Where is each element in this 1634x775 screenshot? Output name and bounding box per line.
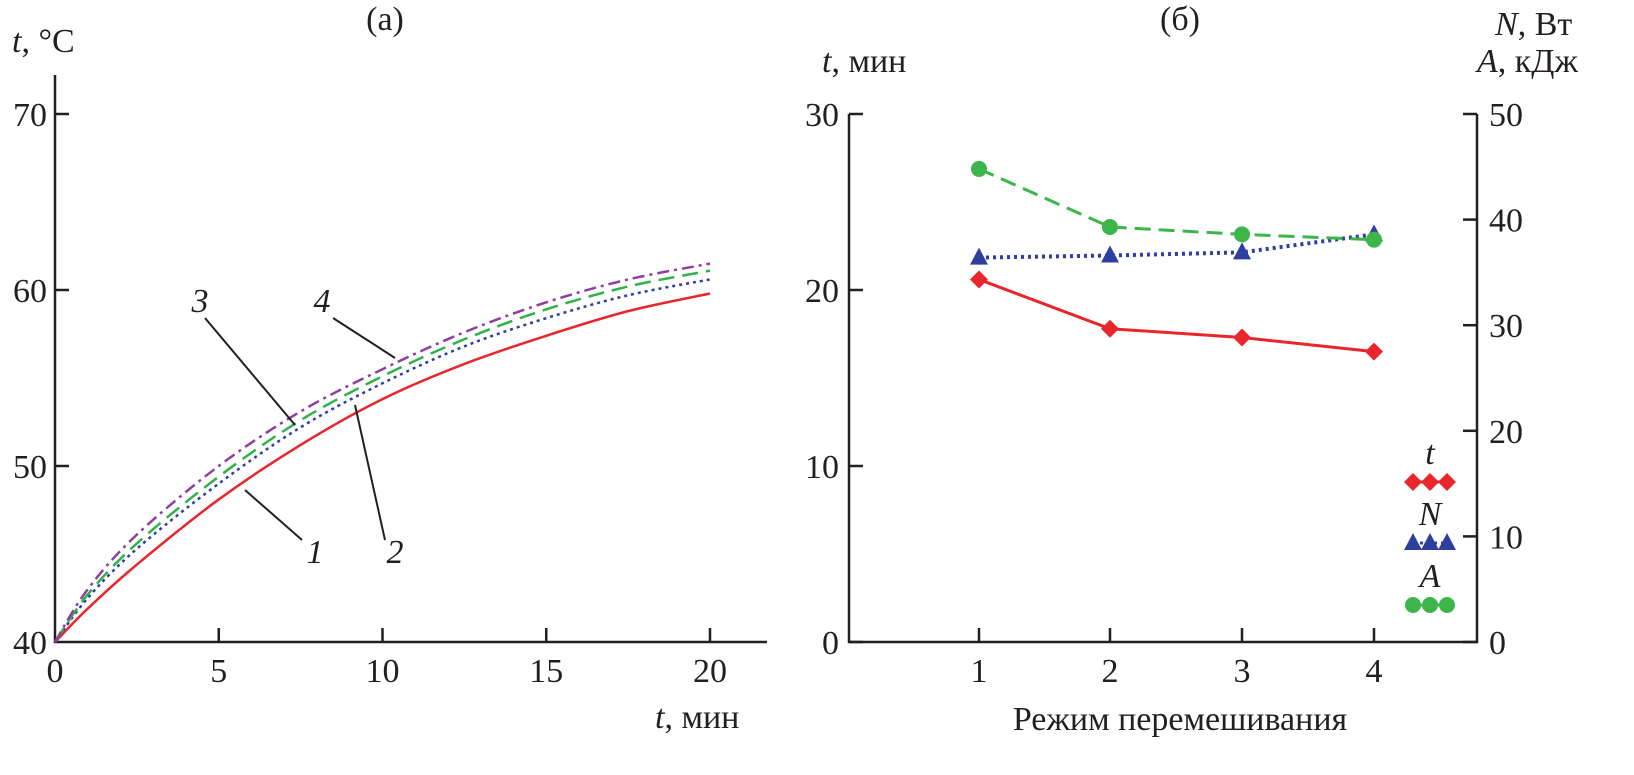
x-tick-label: 1 [971,653,988,690]
legend-marker-t [1438,473,1456,491]
panel-b-right-y-label-n: N, Вт [1494,6,1572,43]
panel-a-axes [53,75,767,644]
leader-line-2 [354,404,386,541]
x-tick-label: 5 [210,653,227,690]
panel-b-x-label: Режим перемешивания [1013,701,1348,738]
panel-b-right-y-label-a: A, кДж [1475,43,1578,80]
legend-marker-t [1404,473,1422,491]
x-tick-label: 0 [47,653,64,690]
curve-4 [53,262,711,643]
left-y-tick-label: 10 [805,449,839,486]
curve-annotations [204,317,396,541]
y-tick-label: 50 [13,449,47,486]
right-y-tick-label: 20 [1489,414,1523,451]
legend-marker-N [1404,533,1422,550]
legend-marker-t [1421,473,1439,491]
legend-label-t: t [1425,435,1436,472]
y-tick-label: 70 [13,97,47,134]
x-tick-label: 20 [693,653,727,690]
data-point-A [1366,231,1382,248]
data-point-A [1102,218,1118,235]
series-line-t [978,278,1375,354]
legend-marker-N [1438,533,1456,550]
legend: tNA [1404,435,1456,613]
data-point-t [1365,342,1383,361]
data-point-t [1101,319,1119,338]
curve-2 [53,278,711,643]
panel-b: (б) t, мин N, Вт A, кДж Режим перемешива… [805,1,1578,738]
data-point-N [970,247,988,265]
legend-marker-A [1405,597,1421,613]
data-point-t [1233,328,1251,347]
data-point-N [1101,245,1119,263]
series-line-A [978,167,1375,242]
panel-b-axes [847,114,1479,644]
curve-1 [54,292,711,643]
curve-label-1: 1 [307,534,324,571]
right-y-tick-label: 50 [1489,97,1523,134]
left-y-tick-label: 30 [805,97,839,134]
right-y-tick-label: 10 [1489,519,1523,556]
y-tick-label: 40 [13,625,47,662]
legend-marker-N [1421,533,1439,550]
panel-b-left-y-label: t, мин [822,43,906,80]
legend-marker-A [1439,597,1455,613]
data-point-A [1234,226,1250,243]
y-tick-label: 60 [13,273,47,310]
curve-label-3: 3 [191,283,209,320]
right-y-tick-label: 0 [1489,625,1506,662]
left-y-tick-label: 0 [822,625,839,662]
right-y-tick-label: 40 [1489,203,1523,240]
x-tick-label: 2 [1102,653,1119,690]
panel-a-y-label: t, °C [12,23,75,60]
x-tick-label: 3 [1234,653,1251,690]
curve-label-4: 4 [314,283,331,320]
legend-label-N: N [1418,496,1444,533]
panel-a-title: (а) [366,1,404,38]
panel-a-x-label: t, мин [655,699,739,736]
data-point-N [1233,242,1251,260]
leader-line-4 [332,317,396,359]
x-tick-label: 15 [529,653,563,690]
x-tick-label: 10 [366,653,400,690]
legend-label-A: A [1418,558,1441,595]
leader-line-3 [204,317,296,426]
series-line-N [978,232,1375,260]
leader-line-1 [244,489,303,541]
x-tick-label: 4 [1366,653,1383,690]
right-y-tick-label: 30 [1489,308,1523,345]
data-point-t [970,270,988,289]
legend-marker-A [1422,597,1438,613]
curve-label-2: 2 [387,534,404,571]
curve-3 [53,269,711,643]
panel-b-title: (б) [1160,1,1200,38]
left-y-tick-label: 20 [805,273,839,310]
data-point-A [971,160,987,177]
